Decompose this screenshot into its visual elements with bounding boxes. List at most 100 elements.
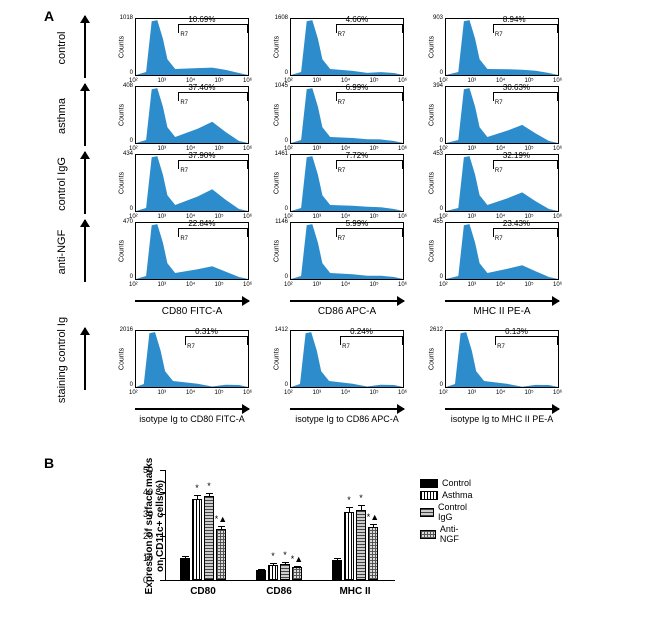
histogram-plot: Counts903010²10³10⁴10⁵10⁶R78.94% [445, 18, 559, 76]
gate-region-label: R7 [180, 236, 188, 242]
gate-percentage: 7.72% [346, 151, 369, 160]
gate-percentage: 5.99% [346, 219, 369, 228]
gate-percentage: 4.66% [346, 15, 369, 24]
error-bar [185, 556, 186, 559]
hist-y-label: Counts [119, 104, 126, 126]
y-tick [160, 514, 165, 515]
error-bar [209, 493, 210, 497]
gate-bracket [178, 160, 248, 175]
col-arrow [290, 298, 404, 304]
histogram-plot: Counts1045010²10³10⁴10⁵10⁶R76.99% [290, 86, 404, 144]
histogram-plot: Counts1018010²10³10⁴10⁵10⁶R710.69% [135, 18, 249, 76]
col-x-label: CD80 FITC-A [135, 306, 249, 317]
hist-y-label: Counts [119, 240, 126, 262]
legend-label: Control [442, 478, 471, 488]
bar: *▲ [292, 567, 302, 580]
significance-marker: *▲ [215, 514, 227, 524]
gate-region-label: R7 [338, 168, 346, 174]
section-b-label: B [44, 455, 54, 471]
gate-percentage: 37.46% [188, 83, 215, 92]
x-axis [165, 580, 395, 581]
col-arrow [445, 406, 559, 412]
histogram-plot: Counts1608010²10³10⁴10⁵10⁶R74.66% [290, 18, 404, 76]
significance-marker: * [271, 551, 275, 561]
hist-y-label: Counts [274, 240, 281, 262]
gate-region-label: R7 [180, 168, 188, 174]
hist-y-label: Counts [274, 172, 281, 194]
col-x-label: isotype Ig to CD86 APC-A [280, 414, 414, 424]
error-bar [273, 563, 274, 565]
significance-marker: * [195, 483, 199, 493]
significance-marker: *▲ [291, 554, 303, 564]
error-bar [373, 524, 374, 528]
error-bar [197, 495, 198, 499]
legend-label: Anti-NGF [440, 524, 473, 544]
gate-region-label: R7 [495, 100, 503, 106]
gate-region-label: R7 [495, 32, 503, 38]
bar: * [268, 565, 278, 580]
error-bar [361, 505, 362, 511]
gate-region-label: R7 [497, 344, 505, 350]
gate-region-label: R7 [187, 344, 195, 350]
row-label: staining control Ig [56, 315, 68, 405]
y-tick [160, 470, 165, 471]
histogram-plot: Counts2612010²10³10⁴10⁵10⁶R70.13% [445, 330, 559, 388]
hist-y-label: Counts [429, 348, 436, 370]
error-bar [297, 566, 298, 568]
row-arrow [82, 16, 88, 78]
y-tick-label: 10 [143, 553, 157, 563]
hist-y-label: Counts [274, 36, 281, 58]
gate-bracket [336, 92, 403, 107]
gate-bracket [336, 160, 403, 175]
error-bar [285, 562, 286, 564]
col-x-label: MHC II PE-A [445, 306, 559, 317]
y-tick-label: 40 [143, 487, 157, 497]
legend-label: Asthma [442, 490, 473, 500]
col-arrow [445, 298, 559, 304]
y-tick [160, 558, 165, 559]
col-x-label: isotype Ig to CD80 FITC-A [125, 414, 259, 424]
hist-y-label: Counts [429, 172, 436, 194]
significance-marker: * [359, 493, 363, 503]
col-arrow [290, 406, 404, 412]
gate-percentage: 37.90% [188, 151, 215, 160]
gate-percentage: 32.19% [503, 151, 530, 160]
gate-bracket [336, 24, 403, 39]
gate-region-label: R7 [338, 236, 346, 242]
hist-y-label: Counts [429, 36, 436, 58]
y-tick [160, 536, 165, 537]
error-bar [349, 507, 350, 513]
gate-percentage: 8.94% [503, 15, 526, 24]
bar-group-label: CD86 [259, 586, 299, 597]
hist-y-label: Counts [119, 348, 126, 370]
gate-percentage: 10.69% [188, 15, 215, 24]
y-axis [165, 470, 166, 580]
bar-group-label: MHC II [335, 586, 375, 597]
bar: * [280, 564, 290, 581]
section-a-label: A [44, 8, 54, 24]
row-arrow [82, 220, 88, 282]
bar [256, 570, 266, 580]
gate-percentage: 23.43% [503, 219, 530, 228]
significance-marker: * [283, 550, 287, 560]
histogram-plot: Counts1412010²10³10⁴10⁵10⁶R70.24% [290, 330, 404, 388]
bar: *▲ [216, 529, 226, 580]
error-bar [261, 569, 262, 571]
legend-item: Asthma [420, 490, 473, 500]
hist-y-label: Counts [274, 348, 281, 370]
gate-region-label: R7 [495, 168, 503, 174]
gate-region-label: R7 [180, 32, 188, 38]
row-arrow [82, 84, 88, 146]
histogram-plot: Counts394010²10³10⁴10⁵10⁶R730.63% [445, 86, 559, 144]
gate-bracket [336, 228, 403, 243]
row-arrow [82, 328, 88, 390]
gate-bracket [178, 228, 248, 243]
legend-swatch [420, 479, 438, 488]
gate-percentage: 0.24% [350, 327, 373, 336]
col-arrow [135, 406, 249, 412]
hist-y-label: Counts [119, 172, 126, 194]
legend-item: Anti-NGF [420, 524, 473, 544]
legend-item: Control [420, 478, 473, 488]
significance-marker: *▲ [367, 512, 379, 522]
hist-y-label: Counts [429, 240, 436, 262]
